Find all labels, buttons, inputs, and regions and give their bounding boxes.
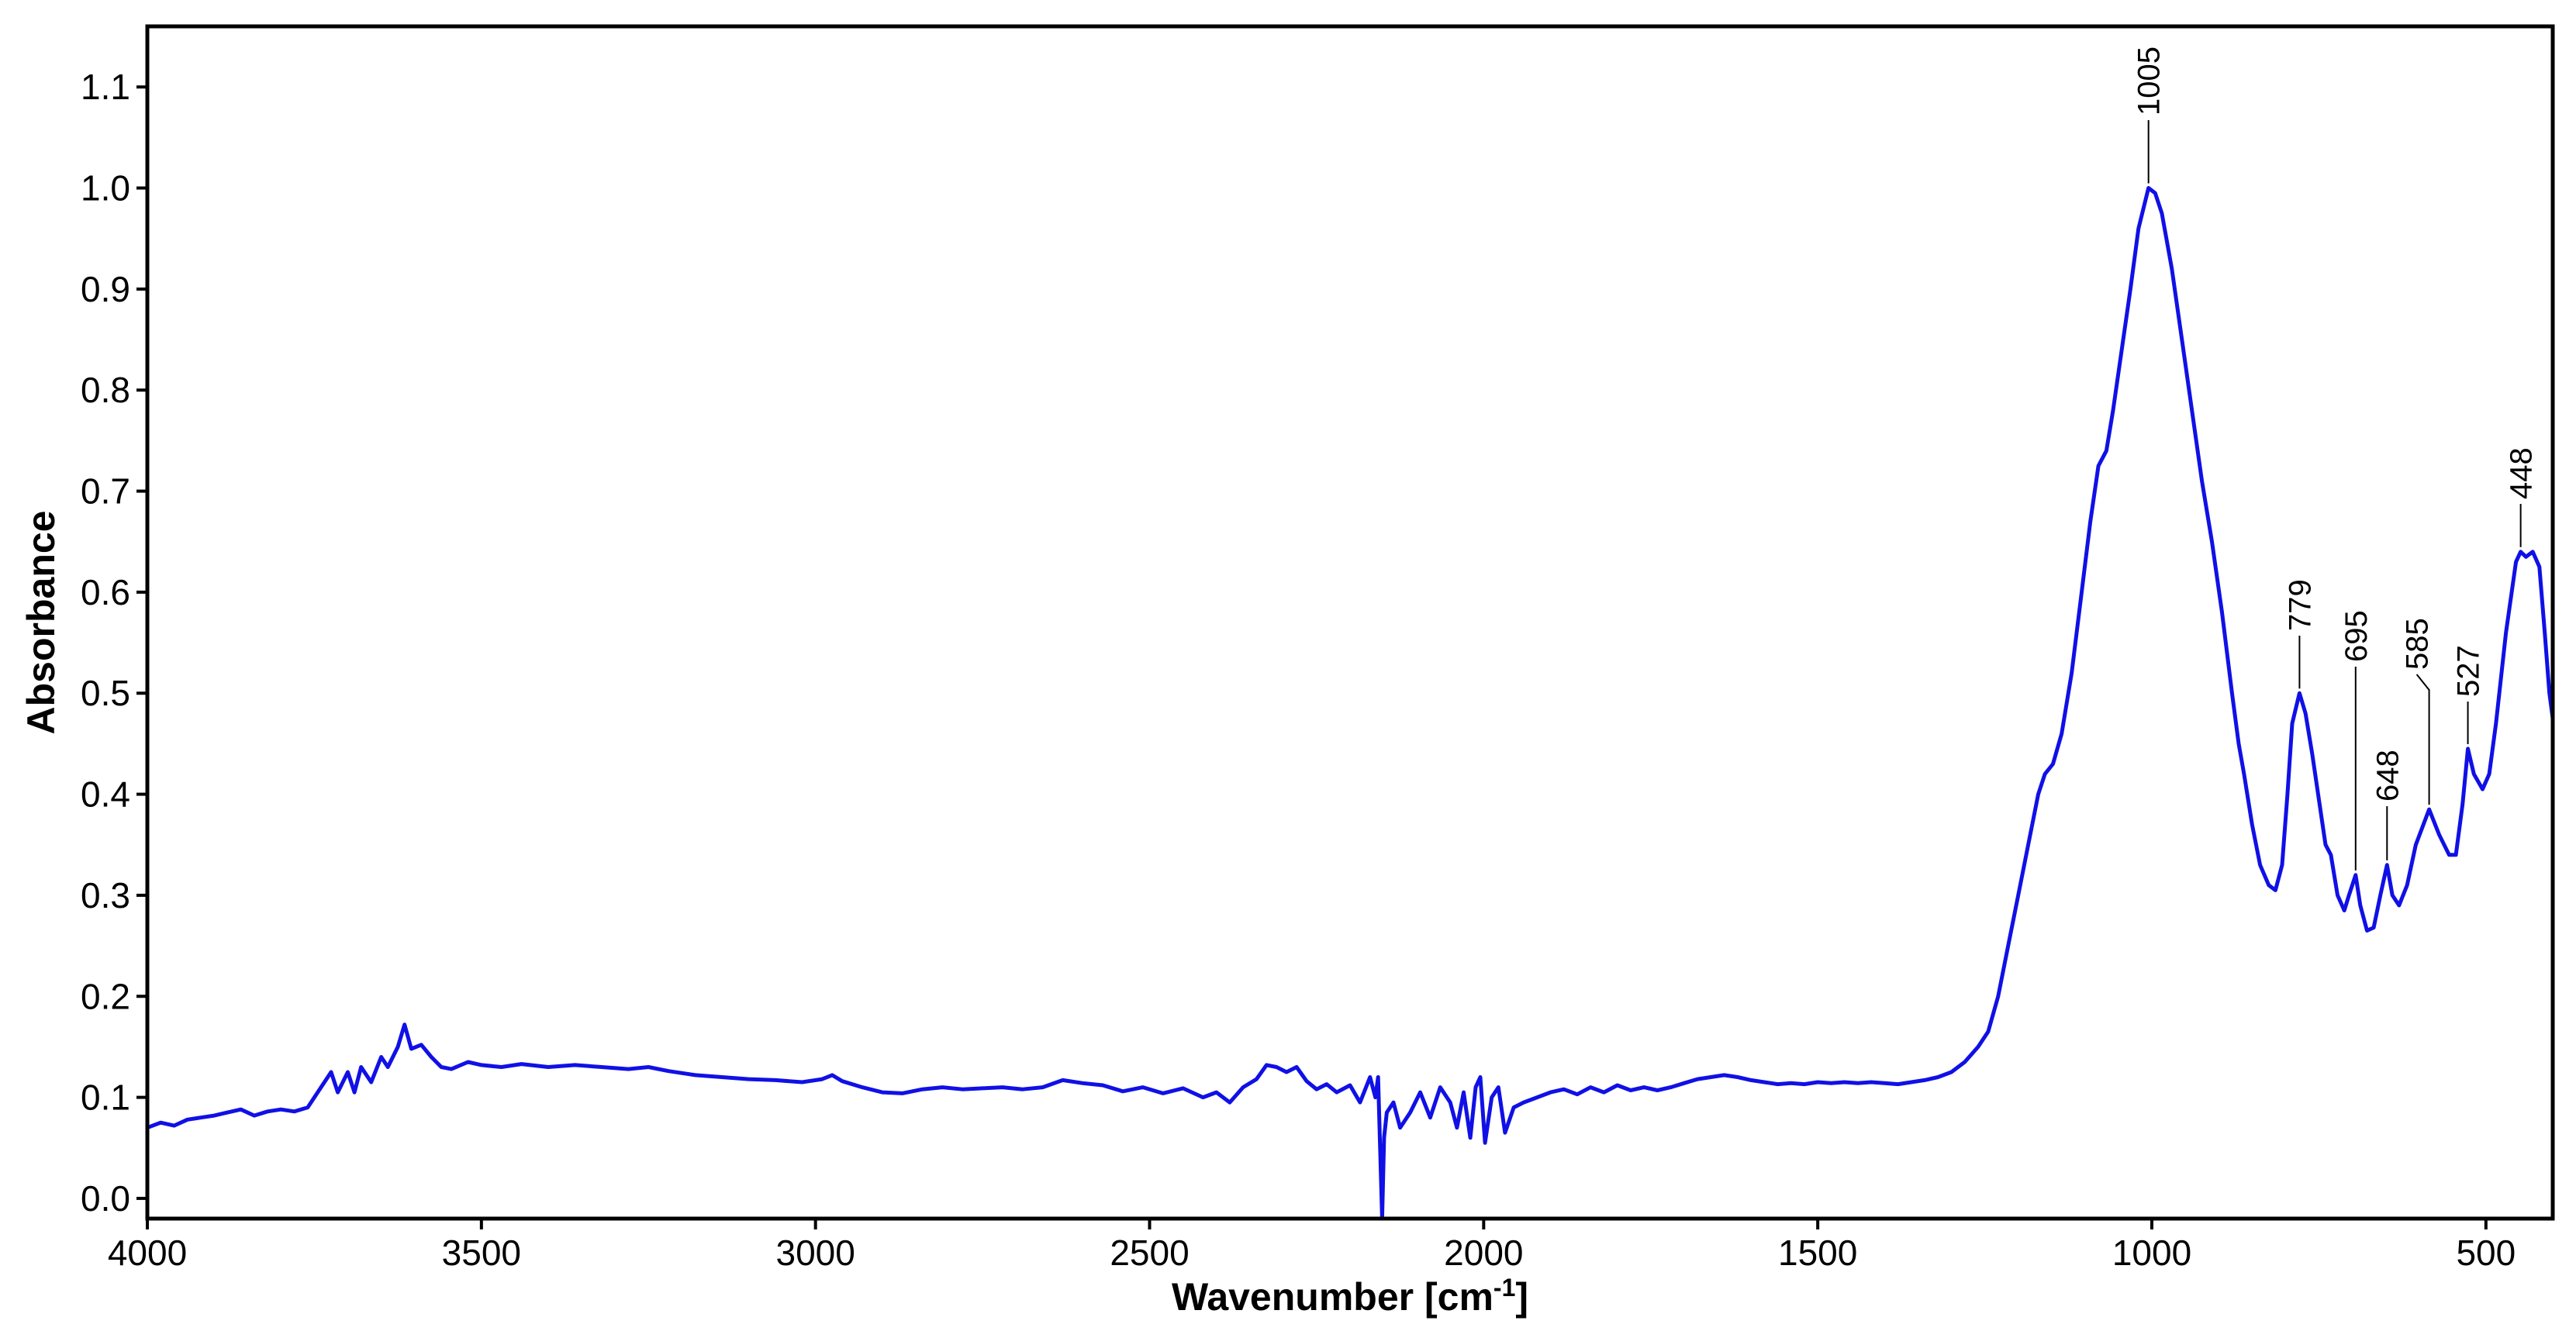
peak-label: 695 xyxy=(2339,610,2374,662)
x-axis-title-close: ] xyxy=(1515,1275,1528,1319)
y-axis-title: Absorbance xyxy=(19,511,63,735)
x-tick-label: 1500 xyxy=(1778,1233,1857,1273)
y-tick-label: 0.6 xyxy=(81,572,130,612)
peak-annotations: 1005 779 695 648 585 527 448 xyxy=(2132,47,2539,871)
y-tick-label: 0.5 xyxy=(81,673,130,713)
y-tick-label: 0.1 xyxy=(81,1078,130,1118)
y-axis: 0.0 0.1 0.2 0.3 0.4 0.5 0.6 0.7 0.8 0.9 1.0 1.1 xyxy=(81,67,147,1219)
series-line-absorbance xyxy=(147,186,2555,1221)
peak-label: 448 xyxy=(2505,447,2539,499)
y-tick-label: 0.8 xyxy=(81,370,130,410)
y-tick-label: 1.1 xyxy=(81,67,130,107)
y-tick-label: 0.2 xyxy=(81,976,130,1016)
peak-label: 648 xyxy=(2371,750,2405,802)
plot-area xyxy=(145,24,2555,1221)
y-tick-label: 0.3 xyxy=(81,875,130,915)
x-tick-label: 4000 xyxy=(108,1233,187,1273)
y-tick-label: 0.4 xyxy=(81,774,130,815)
peak-leader-line xyxy=(2415,674,2430,805)
x-tick-label: 2500 xyxy=(1110,1233,1189,1273)
x-axis-title-superscript: -1 xyxy=(1493,1274,1515,1302)
x-tick-label: 2000 xyxy=(1444,1233,1523,1273)
y-tick-label: 0.0 xyxy=(81,1178,130,1219)
x-tick-label: 3000 xyxy=(775,1233,855,1273)
x-tick-label: 1000 xyxy=(2112,1233,2191,1273)
y-tick-label: 1.0 xyxy=(81,168,130,209)
x-axis-title: Wavenumber [cm-1] xyxy=(1172,1274,1528,1319)
x-tick-label: 3500 xyxy=(442,1233,521,1273)
x-tick-label: 500 xyxy=(2456,1233,2516,1273)
peak-label: 527 xyxy=(2452,645,2486,697)
y-tick-label: 0.7 xyxy=(81,471,130,512)
peak-label: 779 xyxy=(2283,579,2317,631)
y-tick-label: 0.9 xyxy=(81,269,130,309)
peak-label: 585 xyxy=(2401,618,2435,670)
peak-label: 1005 xyxy=(2132,47,2167,116)
x-axis: 4000 3500 3000 2500 2000 1500 1000 500 xyxy=(108,1219,2516,1273)
x-axis-title-main: Wavenumber [cm xyxy=(1172,1275,1493,1319)
plot-frame xyxy=(145,24,2555,1221)
